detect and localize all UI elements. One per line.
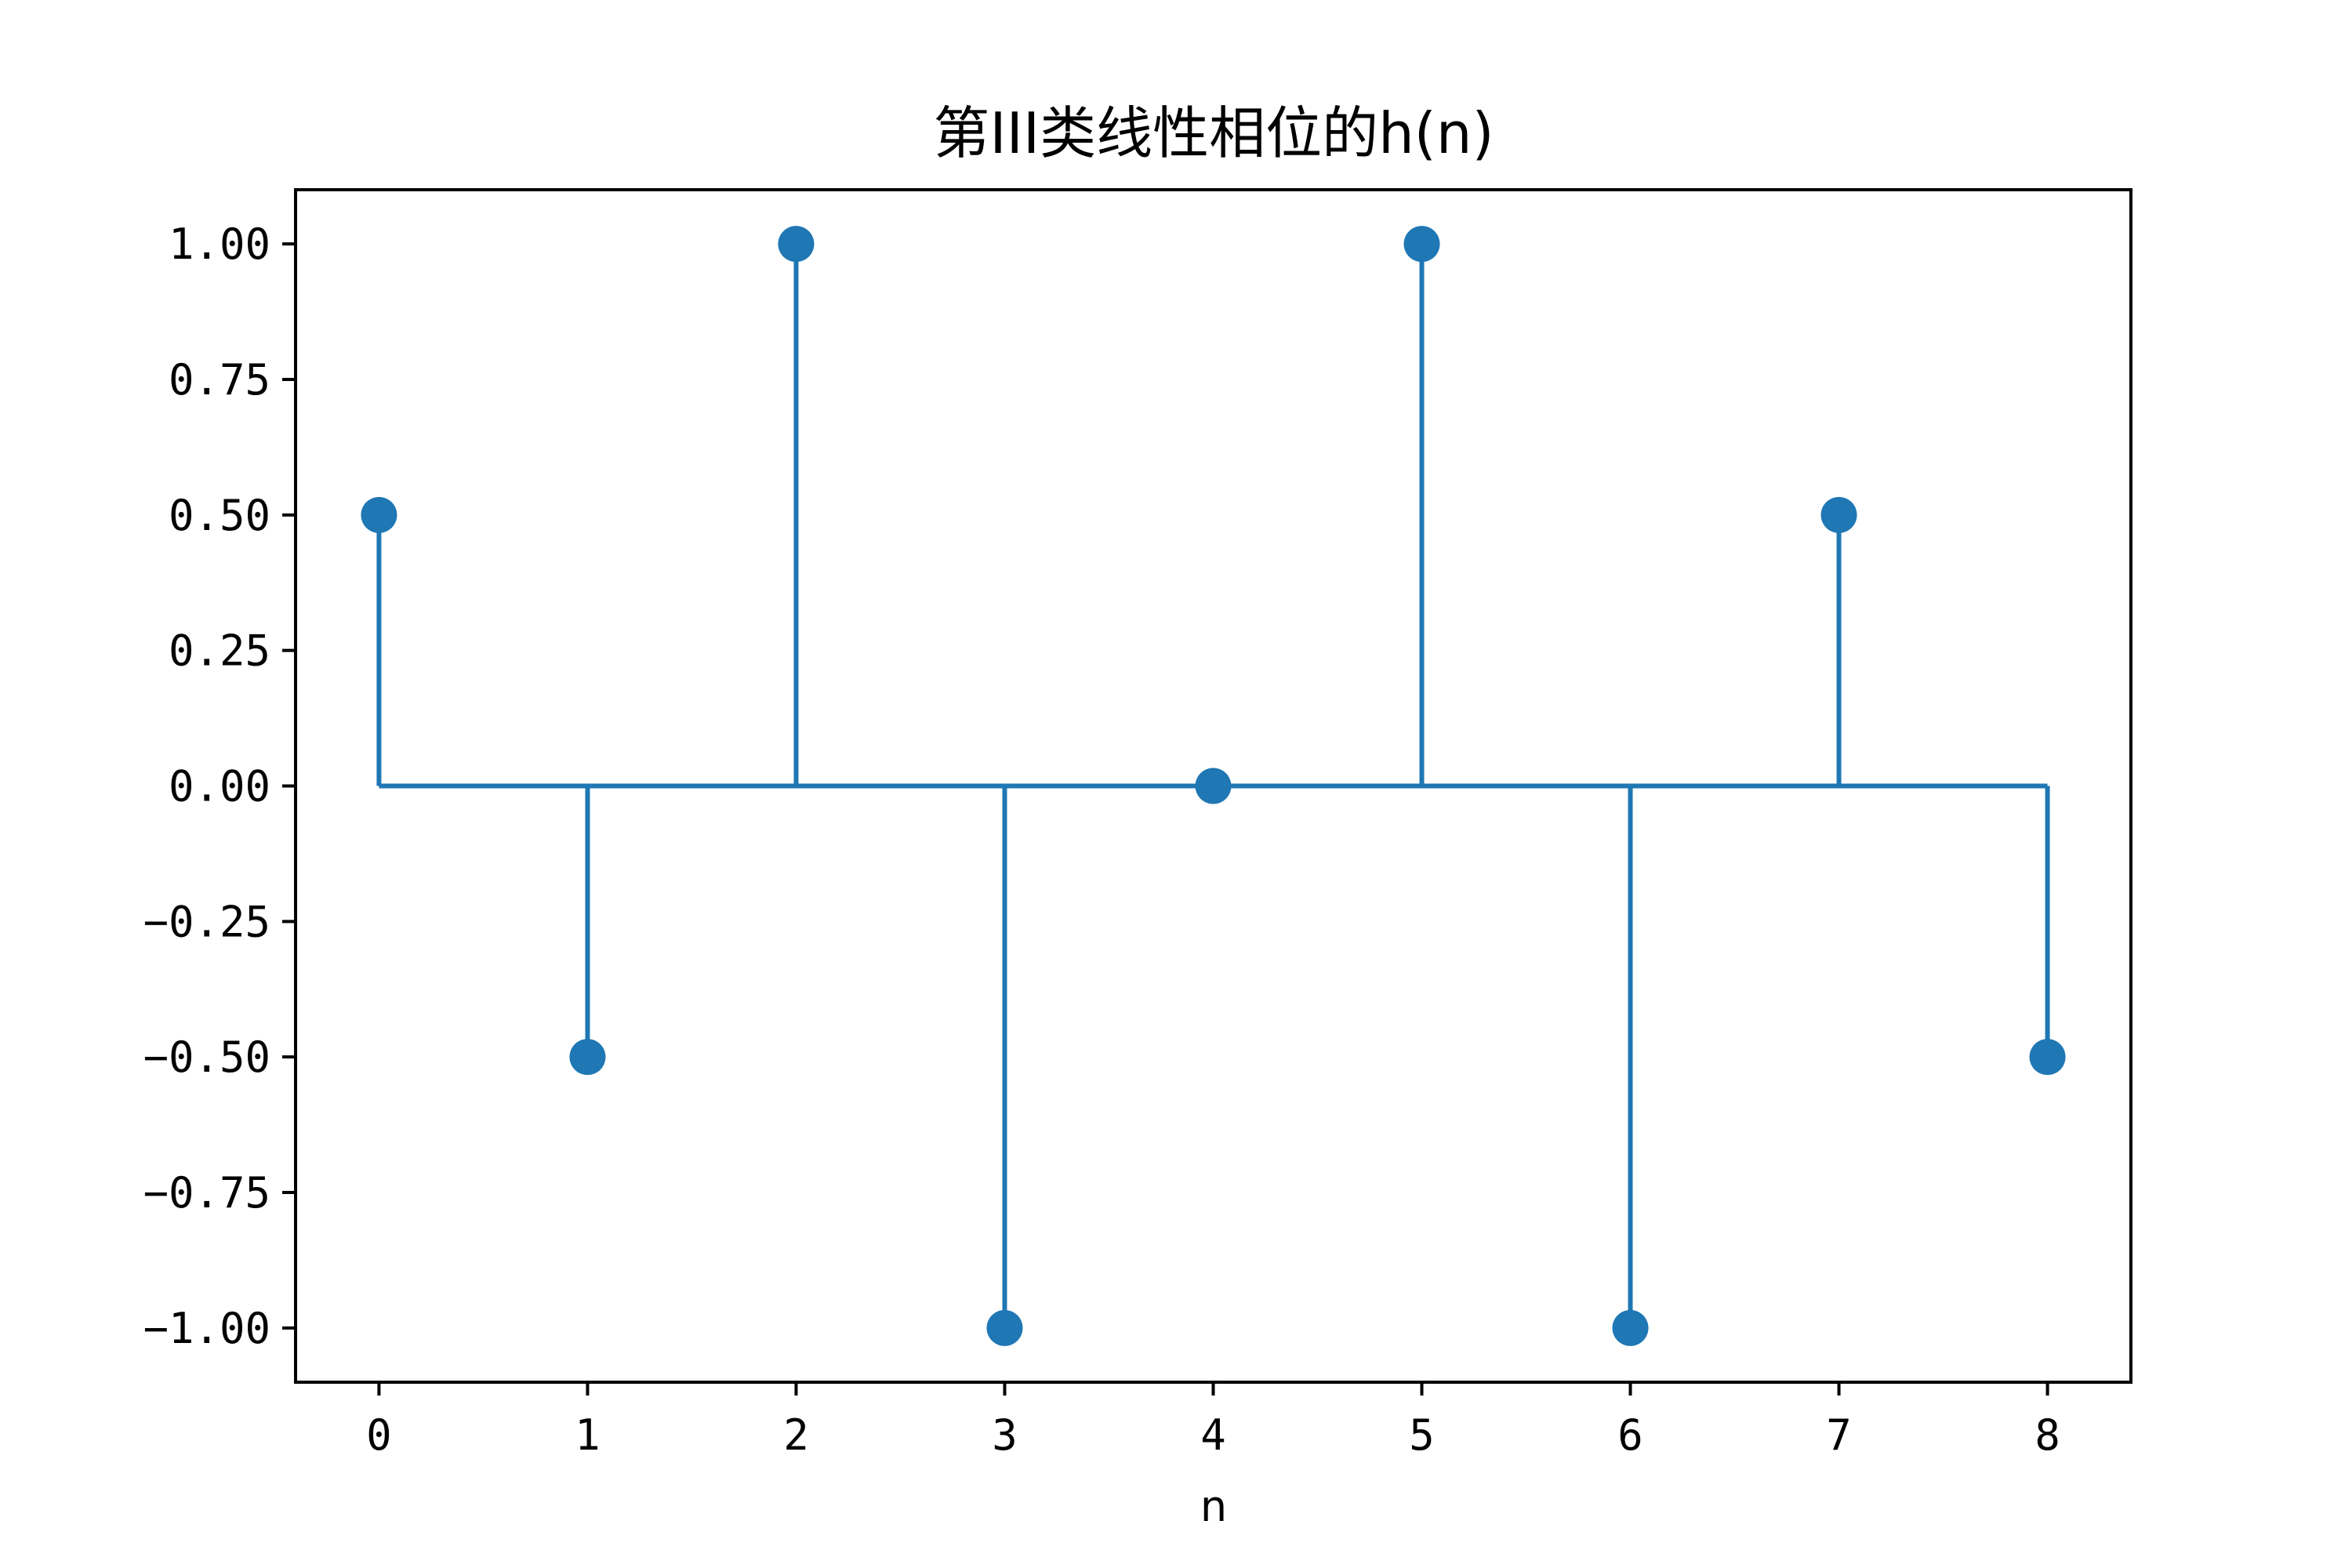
y-tick-label: −0.25 (143, 897, 270, 946)
x-tick-label: 4 (1200, 1410, 1226, 1460)
stem-marker (1403, 226, 1440, 263)
x-axis-ticks: 0 1 2 3 4 5 6 7 8 (366, 1382, 2060, 1460)
stem-marker (361, 496, 397, 533)
stem-marker (778, 226, 815, 263)
y-tick-label: −1.00 (143, 1304, 270, 1353)
x-axis-label: n (1200, 1482, 1227, 1531)
x-tick-label: 1 (575, 1410, 601, 1460)
y-axis-ticks: 1.00 0.75 0.50 0.25 0.00 −0.25 −0.50 −0.75 −1.00 (143, 220, 296, 1353)
stem-marker (1612, 1309, 1649, 1346)
y-tick-label: −0.50 (143, 1033, 270, 1082)
y-tick-label: 0.75 (169, 355, 270, 405)
y-tick-label: 0.00 (169, 762, 270, 811)
y-tick-label: −0.75 (143, 1168, 270, 1218)
y-tick-label: 1.00 (169, 220, 270, 269)
y-tick-label: 0.50 (169, 491, 270, 540)
stem-marker (2029, 1039, 2066, 1076)
x-tick-label: 7 (1826, 1410, 1852, 1460)
stem-marker (986, 1309, 1023, 1346)
x-tick-label: 5 (1409, 1410, 1435, 1460)
chart-title: 第III类线性相位的h(n) (933, 100, 1494, 166)
stem-marker (569, 1039, 606, 1076)
x-tick-label: 2 (783, 1410, 809, 1460)
x-tick-label: 8 (2034, 1410, 2060, 1460)
plot-marks (361, 226, 2066, 1346)
stem-marker (1195, 768, 1232, 804)
x-tick-label: 0 (366, 1410, 392, 1460)
x-tick-label: 6 (1617, 1410, 1643, 1460)
x-tick-label: 3 (992, 1410, 1018, 1460)
stem-marker (1820, 496, 1857, 533)
y-tick-label: 0.25 (169, 626, 270, 676)
